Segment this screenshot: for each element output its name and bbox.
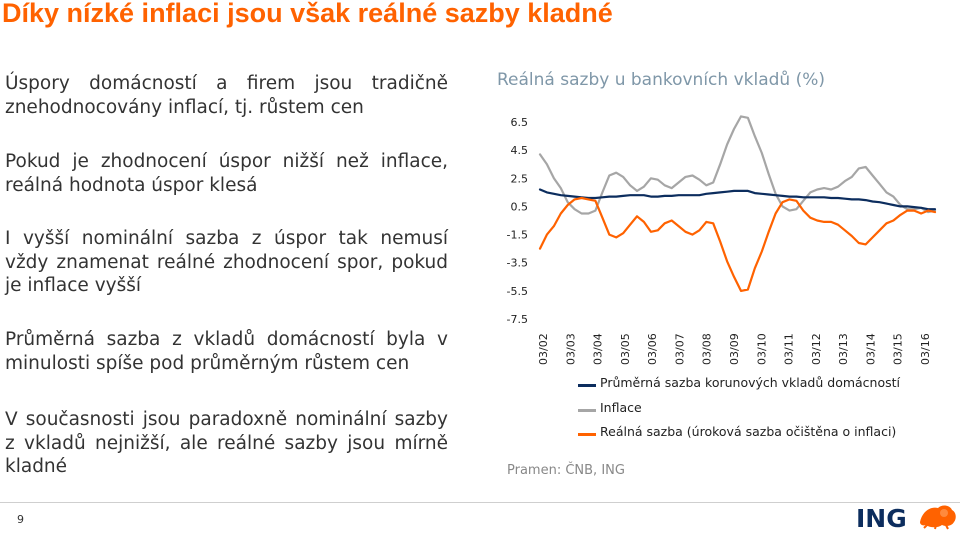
x-tick-label: 03/09 — [728, 333, 741, 365]
y-axis: 6.5 4.5 2.5 0.5 -1.5 -3.5 -5.5 -7.5 — [507, 116, 528, 326]
legend-swatch-inflation — [578, 409, 596, 412]
x-tick-label: 03/07 — [673, 333, 686, 365]
chart-title: Reálná sazby u bankovních vkladů (%) — [497, 70, 826, 90]
x-tick-label: 03/02 — [537, 333, 550, 365]
x-tick-label: 03/03 — [564, 333, 577, 365]
x-tick-label: 03/05 — [619, 333, 632, 365]
x-tick-label: 03/13 — [837, 333, 850, 365]
series-lines — [538, 115, 937, 292]
real-rates-chart: 6.54.52.50.5-1.5-3.5-5.5-7.5 03/02 03/03 0… — [507, 115, 937, 365]
footer-divider — [0, 502, 960, 503]
y-tick-label: 0.5 — [511, 200, 529, 213]
y-tick-label: 4.5 — [511, 144, 529, 157]
x-tick-label: 03/10 — [755, 333, 768, 365]
legend-label-real: Reálná sazba (úroková sazba očištěna o i… — [600, 424, 897, 439]
y-tick-label: -5.5 — [507, 285, 528, 298]
slide-title: Díky nízké inflaci jsou však reálné sazb… — [2, 0, 613, 28]
y-tick-label: -7.5 — [507, 313, 528, 326]
x-tick-label: 03/15 — [892, 333, 905, 365]
legend-swatch-nominal — [578, 384, 596, 387]
legend-swatch-real — [578, 433, 596, 436]
paragraph-savings-devaluation: Úspory domácností a firem jsou tradičně … — [5, 73, 448, 118]
x-tick-label: 03/14 — [864, 333, 877, 365]
y-tick-label: -3.5 — [507, 257, 528, 270]
lion-icon — [920, 505, 956, 530]
x-tick-label: 03/06 — [646, 333, 659, 365]
x-tick-label: 03/08 — [701, 333, 714, 365]
x-axis: 03/02 03/03 03/04 03/05 03/06 03/07 03/08 03/09… — [537, 333, 932, 365]
x-tick-label: 03/12 — [810, 333, 823, 365]
y-tick-label: 2.5 — [511, 172, 529, 185]
legend-label-nominal: Průměrná sazba korunových vkladů domácno… — [600, 375, 901, 390]
legend-label-inflation: Inflace — [600, 400, 642, 415]
series-line-inflation — [538, 115, 937, 215]
source-note: Pramen: ČNB, ING — [507, 463, 625, 478]
x-tick-label: 03/16 — [919, 333, 932, 365]
page-number: 9 — [17, 513, 24, 526]
paragraph-current-rates: V současnosti jsou paradoxně nominální s… — [5, 409, 448, 477]
series-line-nominal — [538, 188, 937, 211]
ing-logo: ING — [856, 500, 960, 534]
x-tick-label: 03/04 — [592, 333, 605, 365]
paragraph-lower-returns: Pokud je zhodnocení úspor nižší než infl… — [5, 151, 448, 196]
paragraph-average-rate: Průměrná sazba z vkladů domácností byla … — [5, 329, 448, 374]
y-tick-label: 6.5 — [511, 116, 529, 129]
x-tick-label: 03/11 — [783, 333, 796, 365]
ing-logo-text: ING — [856, 504, 907, 530]
paragraph-higher-nominal-rate: I vyšší nominální sazba z úspor tak nemu… — [5, 228, 448, 296]
series-line-real — [538, 196, 937, 292]
y-tick-label: -1.5 — [507, 229, 528, 242]
